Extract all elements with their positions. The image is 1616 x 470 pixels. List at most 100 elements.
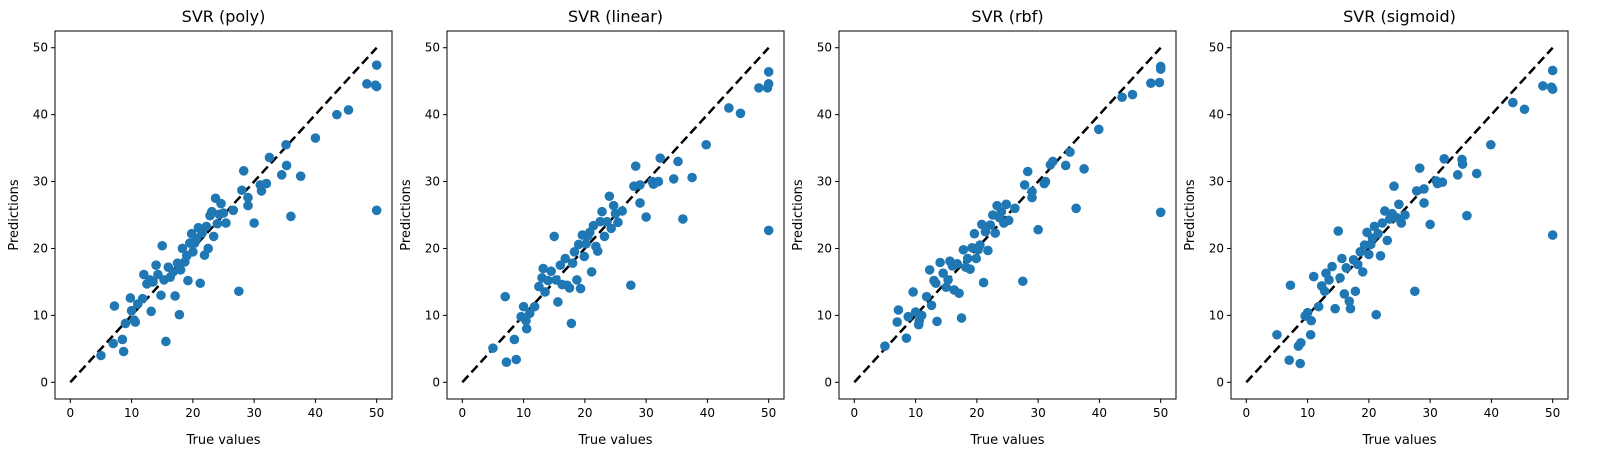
data-point-24 <box>1344 296 1355 307</box>
data-point-55 <box>228 205 239 216</box>
data-point-2 <box>500 291 511 302</box>
data-point-26 <box>566 318 577 329</box>
data-point-35 <box>975 240 985 250</box>
chart-panel-2: 0 10 20 30 40 50 0 10 20 30 40 50 SVR (linear) True v… <box>399 7 785 448</box>
data-point-7 <box>125 293 136 303</box>
data-point-61 <box>1065 147 1075 157</box>
data-point-16 <box>1324 275 1334 285</box>
data-point-10 <box>130 317 141 327</box>
data-point-69 <box>1155 207 1166 218</box>
data-point-18 <box>549 231 560 242</box>
data-point-14 <box>538 263 548 274</box>
x-axis-label: True values <box>1361 433 1436 448</box>
axes-frame <box>838 30 1177 400</box>
data-point-44 <box>201 221 212 232</box>
chart-title: SVR (sigmoid) <box>1343 7 1456 26</box>
y-tick-label: 0 <box>1216 375 1224 389</box>
data-point-71 <box>1155 64 1166 74</box>
data-point-33 <box>1364 249 1374 260</box>
data-point-4 <box>509 334 520 345</box>
data-point-47 <box>207 206 217 217</box>
y-axis-label: Predictions <box>791 179 806 251</box>
data-point-64 <box>687 172 697 183</box>
data-point-51 <box>1411 186 1422 196</box>
data-point-33 <box>579 251 590 262</box>
y-tick-label: 30 <box>33 175 48 189</box>
data-point-11 <box>1308 271 1319 282</box>
data-point-34 <box>183 275 193 286</box>
data-point-64 <box>1093 124 1104 135</box>
data-point-21 <box>1337 253 1347 264</box>
data-point-73 <box>343 105 354 115</box>
data-point-29 <box>174 309 185 320</box>
y-tick-label: 0 <box>432 375 440 389</box>
x-tick-label: 10 <box>1300 406 1315 420</box>
data-point-10 <box>916 310 927 321</box>
data-point-24 <box>952 259 963 269</box>
data-point-23 <box>161 336 171 347</box>
data-point-55 <box>1033 224 1043 235</box>
data-point-31 <box>575 283 586 294</box>
data-point-72 <box>1547 84 1558 95</box>
data-point-61 <box>668 174 679 184</box>
data-point-17 <box>1327 261 1337 272</box>
data-point-62 <box>673 156 683 167</box>
data-point-71 <box>1547 65 1558 76</box>
data-point-65 <box>1117 92 1127 103</box>
y-tick-label: 50 <box>425 41 440 55</box>
data-point-52 <box>1414 163 1425 173</box>
data-point-59 <box>1439 153 1450 164</box>
chart-panel-1: 0 10 20 30 40 50 0 10 20 30 40 50 SVR (poly) True val… <box>7 7 393 448</box>
data-point-45 <box>604 191 615 202</box>
data-point-52 <box>216 198 226 209</box>
data-point-1 <box>488 343 498 353</box>
data-point-34 <box>581 238 591 249</box>
data-point-54 <box>1419 184 1429 194</box>
y-tick-label: 30 <box>1209 175 1224 189</box>
data-point-57 <box>1040 176 1051 187</box>
data-point-4 <box>901 333 912 343</box>
data-point-20 <box>553 297 563 307</box>
data-point-5 <box>1295 358 1306 369</box>
x-tick-label: 0 <box>458 406 466 420</box>
data-point-55 <box>1425 219 1435 230</box>
data-point-29 <box>962 253 973 264</box>
data-point-62 <box>1457 159 1468 169</box>
data-point-41 <box>595 216 605 227</box>
data-point-7 <box>518 301 529 312</box>
data-point-47 <box>608 200 619 211</box>
data-point-18 <box>938 268 948 279</box>
x-tick-label: 40 <box>1484 406 1499 420</box>
data-point-77 <box>371 60 382 70</box>
scatter-points <box>1272 65 1558 369</box>
data-point-1 <box>880 341 890 351</box>
data-point-31 <box>177 243 188 254</box>
data-point-30 <box>965 264 975 274</box>
y-tick-label: 40 <box>425 108 440 122</box>
y-tick-label: 30 <box>817 175 832 189</box>
data-point-2 <box>892 317 903 327</box>
data-point-72 <box>332 109 342 120</box>
data-point-33 <box>971 253 982 264</box>
data-point-32 <box>969 228 980 239</box>
data-point-58 <box>238 166 249 176</box>
data-point-64 <box>261 178 272 189</box>
scatter-points <box>880 61 1166 351</box>
data-point-28 <box>569 247 580 257</box>
y-tick-label: 50 <box>33 41 48 55</box>
data-point-25 <box>954 288 964 299</box>
data-point-72 <box>763 79 774 89</box>
data-point-2 <box>108 338 119 349</box>
data-point-71 <box>763 67 774 77</box>
x-tick-label: 0 <box>66 406 74 420</box>
data-point-67 <box>1519 104 1530 115</box>
reference-line <box>69 46 378 384</box>
x-tick-label: 0 <box>850 406 858 420</box>
data-point-12 <box>924 265 935 275</box>
data-point-56 <box>234 286 244 297</box>
data-point-11 <box>921 291 932 302</box>
data-point-9 <box>1305 329 1316 340</box>
data-point-39 <box>1375 251 1386 261</box>
data-point-6 <box>120 318 131 329</box>
data-point-38 <box>980 226 991 237</box>
